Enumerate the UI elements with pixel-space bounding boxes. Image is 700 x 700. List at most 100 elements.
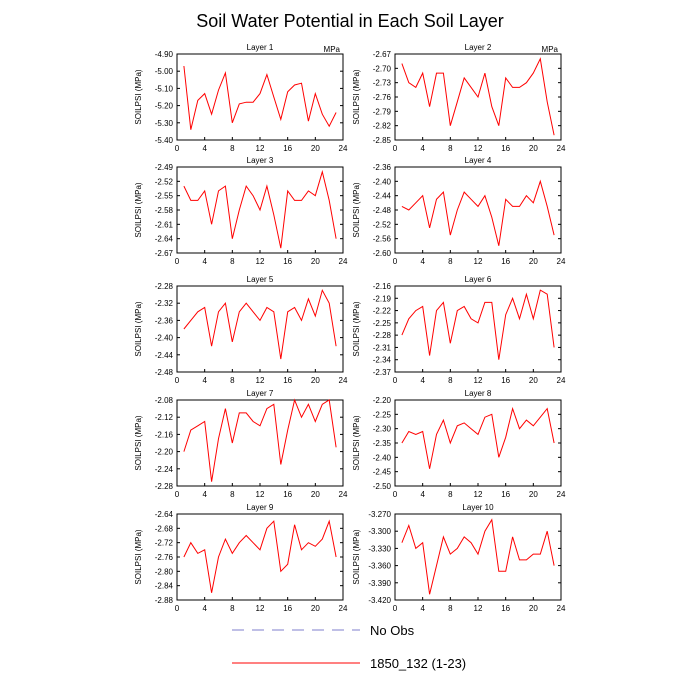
chart-panel-layer-3: Layer 3 0 4 8 12 16 20 24 -2.49 -2.52 -2.55 -2.58 -2… — [134, 156, 348, 266]
x-tick-label: 16 — [501, 490, 510, 499]
chart-panel-layer-1: Layer 1 MPa 0 4 8 12 16 20 24 -4.90 -5.00 -5.10 -5.2… — [134, 43, 348, 153]
chart-panel-layer-10: Layer 10 0 4 8 12 16 20 24 -3.270 -3.300 -3.330 -3.… — [352, 503, 566, 613]
x-tick-label: 16 — [283, 376, 292, 385]
x-tick-label: 0 — [393, 144, 398, 153]
series-line — [183, 65, 337, 130]
x-tick-label: 16 — [283, 490, 292, 499]
x-tick-label: 4 — [202, 604, 207, 613]
x-tick-label: 4 — [202, 490, 207, 499]
y-axis-label: SOILPSI (MPa) — [134, 415, 143, 470]
y-tick-label: -2.82 — [373, 122, 392, 131]
chart-panel-layer-7: Layer 7 0 4 8 12 16 20 24 -2.08 -2.12 -2.16 -2.20 -2… — [134, 389, 348, 499]
y-tick-label: -2.76 — [155, 553, 174, 562]
series-line — [183, 169, 337, 249]
plot-frame — [394, 166, 562, 254]
series-line — [401, 518, 555, 595]
panel-title: Layer 4 — [465, 156, 492, 165]
y-tick-label: -3.390 — [368, 579, 391, 588]
x-tick-label: 20 — [311, 257, 320, 266]
y-tick-label: -2.44 — [373, 192, 392, 201]
chart-panel-layer-5: Layer 5 0 4 8 12 16 20 24 -2.28 -2.32 -2.36 -2.40 -2… — [134, 275, 348, 385]
x-tick-label: 4 — [202, 376, 207, 385]
x-tick-label: 8 — [448, 490, 453, 499]
x-tick-label: 0 — [393, 490, 398, 499]
x-tick-label: 12 — [474, 376, 483, 385]
y-tick-label: -2.34 — [373, 356, 392, 365]
y-tick-label: -2.16 — [373, 282, 392, 291]
y-tick-label: -2.79 — [373, 107, 392, 116]
panel-title: Layer 9 — [247, 503, 274, 512]
x-tick-label: 24 — [557, 490, 566, 499]
x-tick-label: 12 — [474, 490, 483, 499]
y-tick-label: -2.20 — [155, 448, 174, 457]
panel-title: Layer 5 — [247, 275, 274, 284]
y-tick-label: -2.48 — [373, 206, 392, 215]
y-tick-label: -2.36 — [155, 316, 174, 325]
y-tick-label: -5.10 — [155, 84, 174, 93]
panel-title: Layer 2 — [465, 43, 492, 52]
y-tick-label: -2.28 — [155, 282, 174, 291]
y-tick-label: -2.50 — [373, 482, 392, 491]
y-tick-label: -2.12 — [155, 413, 174, 422]
x-tick-label: 4 — [420, 376, 425, 385]
y-axis-label: SOILPSI (MPa) — [352, 301, 361, 356]
x-tick-label: 12 — [256, 490, 265, 499]
x-tick-label: 8 — [448, 257, 453, 266]
x-tick-label: 20 — [529, 604, 538, 613]
plot-frame — [394, 399, 562, 487]
x-tick-label: 16 — [283, 257, 292, 266]
x-tick-label: 16 — [501, 604, 510, 613]
x-tick-label: 24 — [339, 604, 348, 613]
y-tick-label: -2.22 — [373, 307, 392, 316]
x-tick-label: 12 — [474, 257, 483, 266]
y-tick-label: -2.36 — [373, 163, 392, 172]
y-tick-label: -2.88 — [155, 596, 174, 605]
y-tick-label: -4.90 — [155, 50, 174, 59]
y-tick-label: -5.20 — [155, 102, 174, 111]
y-tick-label: -2.28 — [373, 331, 392, 340]
x-tick-label: 16 — [283, 144, 292, 153]
x-tick-label: 8 — [230, 257, 235, 266]
y-tick-label: -3.300 — [368, 527, 391, 536]
x-tick-label: 12 — [256, 257, 265, 266]
x-tick-label: 24 — [557, 376, 566, 385]
figure-title: Soil Water Potential in Each Soil Layer — [196, 11, 504, 31]
panel-title: Layer 10 — [462, 503, 494, 512]
x-tick-label: 24 — [339, 144, 348, 153]
y-axis-label: SOILPSI (MPa) — [134, 529, 143, 584]
y-tick-label: -2.35 — [373, 439, 392, 448]
y-tick-label: -2.25 — [373, 410, 392, 419]
y-tick-label: -2.32 — [155, 299, 174, 308]
y-tick-label: -2.28 — [155, 482, 174, 491]
x-tick-label: 0 — [175, 490, 180, 499]
y-tick-label: -2.56 — [373, 235, 392, 244]
series-line — [401, 289, 555, 360]
x-tick-label: 20 — [311, 376, 320, 385]
y-tick-label: -2.84 — [155, 582, 174, 591]
x-tick-label: 24 — [557, 257, 566, 266]
y-tick-label: -2.25 — [373, 319, 392, 328]
x-tick-label: 16 — [283, 604, 292, 613]
x-tick-label: 20 — [529, 376, 538, 385]
x-tick-label: 12 — [474, 144, 483, 153]
x-tick-label: 20 — [311, 490, 320, 499]
legend-no-obs-label: No Obs — [370, 623, 415, 638]
plot-frame — [394, 285, 562, 373]
y-tick-label: -2.80 — [155, 567, 174, 576]
y-tick-label: -5.30 — [155, 119, 174, 128]
series-line — [183, 288, 337, 360]
chart-panels: Layer 1 MPa 0 4 8 12 16 20 24 -4.90 -5.00 -5.10 -5.2… — [134, 43, 566, 613]
y-tick-label: -3.360 — [368, 562, 391, 571]
y-tick-label: -2.85 — [373, 136, 392, 145]
series-line — [401, 57, 555, 136]
y-tick-label: -2.70 — [373, 64, 392, 73]
x-tick-label: 0 — [175, 144, 180, 153]
x-tick-label: 24 — [557, 144, 566, 153]
panel-title: Layer 8 — [465, 389, 492, 398]
x-tick-label: 24 — [339, 490, 348, 499]
x-tick-label: 12 — [256, 604, 265, 613]
y-tick-label: -2.44 — [155, 351, 174, 360]
y-tick-label: -2.48 — [155, 368, 174, 377]
x-tick-label: 12 — [256, 144, 265, 153]
